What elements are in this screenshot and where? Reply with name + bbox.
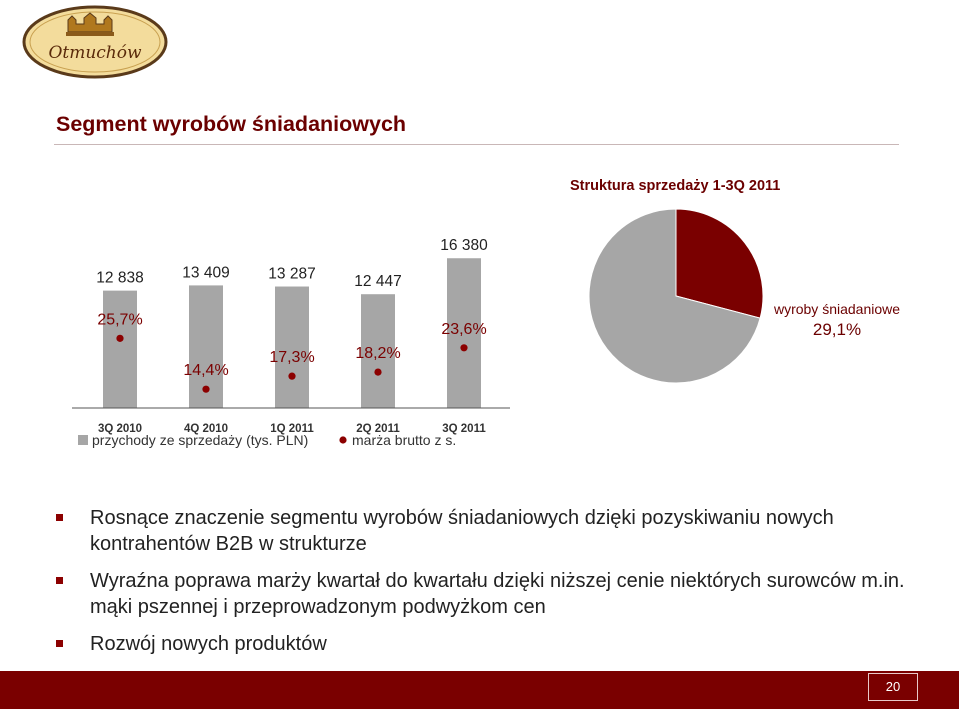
bullet-square-icon (56, 640, 63, 647)
margin-value-label: 17,3% (269, 349, 314, 366)
revenue-value-label: 12 447 (354, 273, 401, 290)
legend-revenue-label: przychody ze sprzedaży (tys. PLN) (92, 432, 308, 448)
margin-point (288, 372, 296, 380)
pie-slice (675, 208, 764, 319)
category-tick-label: 2Q 2011 (356, 423, 400, 435)
revenue-margin-combo-chart: 12 838 25,7% 3Q 2010 13 409 14,4% 4Q 2010 13 2… (72, 237, 510, 448)
category-tick-label: 1Q 2011 (270, 423, 314, 435)
page-title: Segment wyrobów śniadaniowych (56, 112, 407, 136)
margin-point (460, 344, 468, 352)
margin-point (116, 334, 124, 342)
category-tick-label: 3Q 2010 (98, 423, 142, 435)
footer-bar (0, 671, 959, 709)
pie-slice-label: wyroby śniadaniowe 29,1% (752, 301, 922, 340)
category-tick-label: 4Q 2010 (184, 423, 228, 435)
pie-slice (588, 208, 761, 384)
revenue-value-label: 12 838 (96, 270, 143, 287)
company-logo: Otmuchów (22, 5, 168, 79)
margin-value-label: 25,7% (97, 311, 142, 328)
pie-chart-title: Struktura sprzedaży 1-3Q 2011 (570, 178, 781, 194)
revenue-bar (103, 290, 137, 408)
revenue-bar (447, 258, 481, 408)
legend-margin-swatch (339, 436, 347, 444)
bullet-text: Wyraźna poprawa marży kwartał do kwartał… (90, 570, 905, 618)
margin-point (374, 368, 382, 376)
legend-margin-label: marża brutto z s. (352, 432, 456, 448)
revenue-value-label: 16 380 (440, 237, 488, 254)
pie-slice-name: wyroby śniadaniowe (773, 301, 901, 317)
page-number: 20 (868, 673, 918, 701)
bullet-item: Wyraźna poprawa marży kwartał do kwartał… (56, 568, 916, 620)
bullet-list: Rosnące znaczenie segmentu wyrobów śniad… (56, 505, 916, 668)
bullet-item: Rosnące znaczenie segmentu wyrobów śniad… (56, 505, 916, 557)
revenue-bar (275, 286, 309, 408)
legend-revenue-swatch (78, 435, 88, 445)
margin-value-label: 14,4% (183, 362, 228, 379)
bullet-item: Rozwój nowych produktów (56, 631, 916, 657)
category-tick-label: 3Q 2011 (442, 423, 486, 435)
title-divider (54, 144, 899, 145)
revenue-value-label: 13 287 (268, 266, 315, 283)
revenue-bar (361, 294, 395, 408)
logo-text: Otmuchów (48, 43, 142, 63)
bullet-text: Rosnące znaczenie segmentu wyrobów śniad… (90, 507, 834, 555)
bullet-text: Rozwój nowych produktów (90, 633, 327, 655)
bullet-square-icon (56, 514, 63, 521)
margin-value-label: 23,6% (441, 321, 486, 338)
revenue-value-label: 13 409 (182, 264, 229, 281)
margin-value-label: 18,2% (355, 345, 400, 362)
sales-structure-pie-chart (588, 208, 764, 384)
margin-point (202, 385, 210, 393)
pie-slice-value: 29,1% (812, 320, 862, 339)
bullet-square-icon (56, 577, 63, 584)
